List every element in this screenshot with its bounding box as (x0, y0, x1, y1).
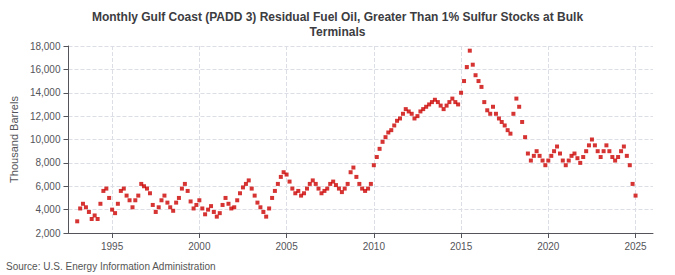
svg-text:4,000: 4,000 (35, 204, 60, 215)
svg-text:14,000: 14,000 (30, 87, 61, 98)
svg-text:2010: 2010 (363, 241, 386, 252)
svg-text:2,000: 2,000 (35, 228, 60, 239)
svg-text:2015: 2015 (450, 241, 473, 252)
svg-text:12,000: 12,000 (30, 111, 61, 122)
svg-text:10,000: 10,000 (30, 134, 61, 145)
svg-text:8,000: 8,000 (35, 157, 60, 168)
svg-text:2020: 2020 (537, 241, 560, 252)
svg-text:2025: 2025 (624, 241, 647, 252)
svg-text:18,000: 18,000 (30, 41, 61, 52)
svg-text:Monthly Gulf Coast (PADD 3) Re: Monthly Gulf Coast (PADD 3) Residual Fue… (92, 10, 584, 24)
svg-text:Terminals: Terminals (310, 25, 366, 39)
svg-text:16,000: 16,000 (30, 64, 61, 75)
svg-text:Source: U.S. Energy Informatio: Source: U.S. Energy Information Administ… (6, 261, 216, 272)
svg-text:6,000: 6,000 (35, 181, 60, 192)
svg-text:1995: 1995 (101, 241, 124, 252)
svg-text:2005: 2005 (275, 241, 298, 252)
svg-text:2000: 2000 (188, 241, 211, 252)
svg-text:Thousand Barrels: Thousand Barrels (8, 96, 20, 183)
